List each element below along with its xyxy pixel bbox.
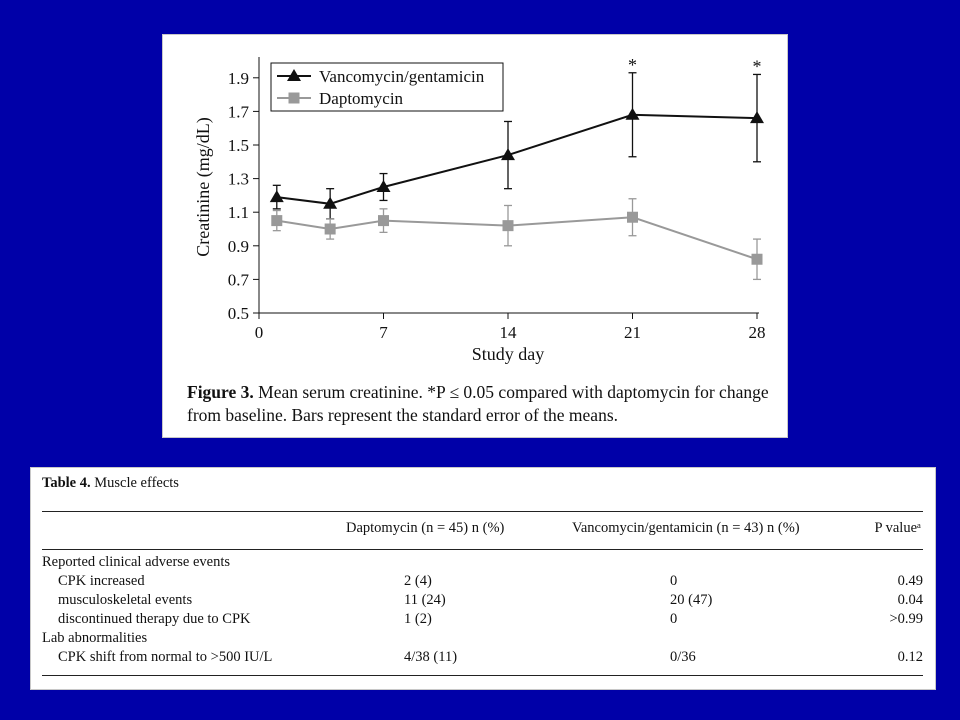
section-label: Lab abnormalities — [42, 630, 148, 646]
data-point-square — [324, 223, 336, 235]
p-value-cell: 0.49 — [897, 573, 923, 589]
data-point-triangle — [750, 111, 764, 124]
header-daptomycin: Daptomycin (n = 45) n (%) — [346, 520, 505, 536]
legend-box — [270, 62, 504, 112]
daptomycin-cell: 4/38 (11) — [404, 649, 458, 665]
x-tick-label: 14 — [500, 323, 518, 342]
table-label: Table 4. — [42, 475, 91, 491]
y-tick-label: 1.1 — [228, 203, 249, 222]
muscle-effects-table: Table 4. Muscle effects Daptomycin (n = … — [30, 467, 936, 690]
y-tick-label: 1.9 — [228, 69, 249, 88]
table-row: CPK increased 2 (4) 0 0.49 — [42, 573, 923, 592]
x-tick-label: 7 — [379, 323, 388, 342]
y-tick-label: 1.7 — [228, 102, 250, 121]
data-point-triangle — [501, 148, 515, 161]
figure-caption-text: Mean serum creatinine. *P ≤ 0.05 compare… — [187, 382, 769, 425]
figure-caption: Figure 3. Mean serum creatinine. *P ≤ 0.… — [187, 381, 783, 427]
vancomycin-cell: 0 — [670, 573, 678, 589]
table-rule-header — [42, 549, 923, 550]
daptomycin-cell: 1 (2) — [404, 611, 432, 627]
row-label: CPK shift from normal to >500 IU/L — [58, 649, 273, 665]
data-point-triangle — [625, 107, 640, 120]
x-tick-label: 0 — [255, 323, 264, 342]
table-rule-bottom — [42, 675, 923, 676]
figure-caption-label: Figure 3. — [187, 382, 254, 402]
y-tick-label: 0.9 — [228, 237, 249, 256]
row-label: musculoskeletal events — [58, 592, 193, 608]
x-tick-label: 21 — [624, 323, 641, 342]
header-p-value: P valueᵃ — [874, 520, 921, 536]
y-tick-label: 0.5 — [228, 304, 249, 323]
data-point-square — [627, 211, 638, 223]
legend-label: Daptomycin — [319, 89, 404, 108]
data-point-triangle — [269, 190, 284, 203]
p-value-cell: 0.04 — [897, 592, 923, 608]
x-axis-label: Study day — [472, 344, 545, 364]
table-row: Lab abnormalities — [42, 630, 923, 649]
data-point-triangle — [323, 196, 338, 209]
data-point-square — [502, 220, 514, 232]
legend-label: Vancomycin/gentamicin — [319, 67, 485, 86]
table-row: discontinued therapy due to CPK 1 (2) 0 >0.… — [42, 611, 923, 630]
table-title-text: Muscle effects — [90, 475, 179, 491]
row-label: CPK increased — [58, 573, 145, 589]
p-value-cell: >0.99 — [889, 611, 923, 627]
row-label: discontinued therapy due to CPK — [58, 611, 251, 627]
data-point-square — [751, 253, 763, 265]
daptomycin-cell: 2 (4) — [404, 573, 432, 589]
figure-panel: 0.5 0.7 0.9 1.1 1.3 1.5 1.7 1.9 0 7 14 21 28 Study da… — [162, 34, 788, 438]
significance-marker: * — [753, 56, 762, 76]
vancomycin-cell: 0/36 — [670, 649, 696, 665]
legend-square-marker — [288, 92, 300, 104]
header-vancomycin: Vancomycin/gentamicin (n = 43) n (%) — [572, 520, 800, 536]
p-value-cell: 0.12 — [897, 649, 923, 665]
y-tick-label: 1.3 — [228, 170, 249, 189]
significance-marker: * — [628, 55, 637, 75]
data-point-square — [271, 215, 283, 227]
y-tick-label: 1.5 — [228, 136, 249, 155]
data-point-triangle — [376, 180, 391, 192]
table-title: Table 4. Muscle effects — [42, 475, 179, 492]
y-axis-label: Creatinine (mg/dL) — [193, 117, 214, 256]
daptomycin-cell: 11 (24) — [404, 592, 446, 608]
y-tick-label: 0.7 — [228, 270, 250, 289]
table-row: musculoskeletal events 11 (24) 20 (47) 0.04 — [42, 592, 923, 611]
table-rule-top — [42, 511, 923, 512]
creatinine-chart: 0.5 0.7 0.9 1.1 1.3 1.5 1.7 1.9 0 7 14 21 28 Study da… — [193, 55, 766, 364]
table-row: Reported clinical adverse events — [42, 554, 923, 573]
series-line-2 — [276, 216, 758, 261]
data-point-square — [378, 215, 389, 227]
vancomycin-cell: 0 — [670, 611, 678, 627]
table-row: CPK shift from normal to >500 IU/L 4/38 (… — [42, 649, 923, 668]
series-line-1 — [276, 113, 758, 205]
x-tick-label: 28 — [749, 323, 766, 342]
section-label: Reported clinical adverse events — [42, 554, 231, 570]
legend-triangle-marker — [287, 69, 301, 81]
vancomycin-cell: 20 (47) — [670, 592, 713, 608]
